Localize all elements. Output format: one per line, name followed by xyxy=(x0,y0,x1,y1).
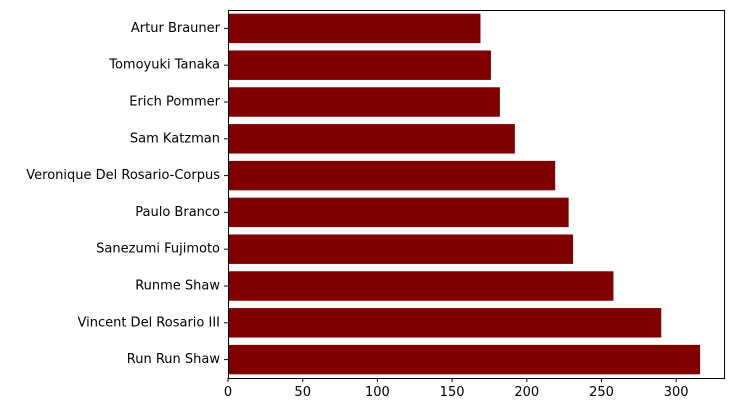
bar-runme-shaw xyxy=(228,271,614,301)
bars-group xyxy=(228,13,701,375)
bar-tomoyuki-tanaka xyxy=(228,50,491,80)
x-tick-label: 200 xyxy=(514,385,539,400)
x-tick-label: 300 xyxy=(664,385,689,400)
y-tick-label: Sanezumi Fujimoto xyxy=(96,242,220,257)
y-tick-label: Run Run Shaw xyxy=(127,352,221,367)
y-axis: Run Run Shaw Vincent Del Rosario III Runme… xyxy=(26,21,228,367)
x-tick-label: 250 xyxy=(589,385,614,400)
bar-vincent-del-rosario-iii xyxy=(228,308,662,338)
y-tick-label: Runme Shaw xyxy=(135,279,220,294)
bar-erich-pommer xyxy=(228,87,500,117)
bar-artur-brauner xyxy=(228,13,481,44)
y-tick-label: Sam Katzman xyxy=(130,131,220,146)
y-tick-label: Artur Brauner xyxy=(131,21,221,36)
x-axis: 0 50 100 150 200 250 300 xyxy=(224,378,689,400)
y-tick-label: Vincent Del Rosario III xyxy=(77,315,220,330)
y-tick-label: Tomoyuki Tanaka xyxy=(108,58,220,73)
y-tick-label: Veronique Del Rosario-Corpus xyxy=(26,168,220,183)
y-tick-label: Erich Pommer xyxy=(129,95,220,110)
bar-sanezumi-fujimoto xyxy=(228,234,574,264)
x-tick-label: 150 xyxy=(440,385,465,400)
x-tick-label: 50 xyxy=(294,385,311,400)
x-tick-label: 100 xyxy=(365,385,390,400)
plot-frame xyxy=(228,10,725,379)
x-tick-label: 0 xyxy=(224,385,232,400)
bar-veronique-del-rosario-corpus xyxy=(228,160,556,191)
bar-sam-katzman xyxy=(228,124,515,154)
bar-paulo-branco xyxy=(228,197,569,228)
y-tick-label: Paulo Branco xyxy=(135,205,220,220)
bar-run-run-shaw xyxy=(228,344,701,375)
